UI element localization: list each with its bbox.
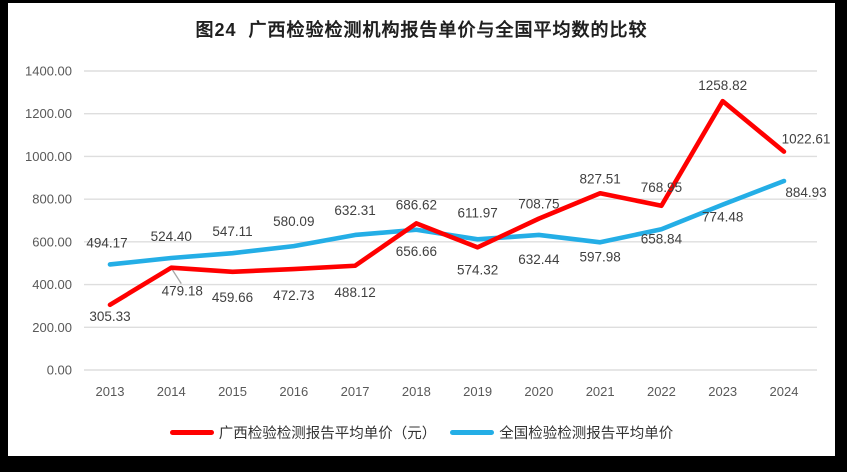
data-label: 611.97 [457, 205, 497, 220]
data-label: 884.93 [785, 185, 826, 200]
label-leader-line [171, 269, 182, 285]
x-axis-tick-label: 2019 [463, 384, 492, 399]
legend-label-national: 全国检验检测报告平均单价 [499, 426, 674, 442]
legend-label-guangxi: 广西检验检测报告平均单价（元） [218, 426, 437, 442]
data-label: 479.18 [162, 284, 203, 299]
x-axis-tick-label: 2013 [96, 384, 125, 399]
legend-item-guangxi: 广西检验检测报告平均单价（元） [169, 422, 437, 443]
data-label: 768.95 [641, 180, 682, 195]
data-label: 632.31 [334, 203, 375, 218]
data-label: 632.44 [518, 252, 560, 267]
y-axis-tick-label: 1400.00 [25, 64, 72, 79]
data-label: 574.32 [457, 262, 498, 277]
x-axis-tick-label: 2020 [524, 384, 553, 399]
data-label: 774.48 [702, 210, 743, 225]
data-label: 658.84 [641, 231, 683, 246]
x-axis-tick-label: 2021 [586, 384, 615, 399]
y-axis-tick-label: 200.00 [32, 320, 72, 335]
series-line-national [107, 178, 787, 267]
data-label: 472.73 [273, 288, 314, 303]
data-label: 597.98 [580, 249, 621, 264]
data-label: 827.51 [580, 171, 621, 186]
y-axis-tick-label: 600.00 [32, 234, 72, 249]
data-label: 494.17 [86, 235, 127, 250]
data-label: 547.11 [212, 224, 252, 239]
y-axis-tick-label: 1000.00 [25, 149, 72, 164]
x-axis-tick-label: 2016 [279, 384, 308, 399]
y-axis-tick-label: 800.00 [32, 192, 72, 207]
line-chart: 0.00 200.00 400.00 600.00 800.00 1000.00 1200.… [25, 64, 831, 400]
x-axis-tick-label: 2017 [341, 384, 370, 399]
legend: 广西检验检测报告平均单价（元） 全国检验检测报告平均单价 [8, 422, 835, 443]
legend-line-swatch-blue [450, 430, 495, 435]
data-label: 459.66 [212, 290, 253, 305]
x-axis-tick-label: 2014 [157, 384, 186, 399]
data-label: 1022.61 [782, 132, 831, 147]
x-axis-tick-label: 2022 [647, 384, 676, 399]
legend-line-swatch-red [169, 430, 214, 435]
data-label: 488.12 [334, 285, 375, 300]
x-axis-tick-label: 2023 [708, 384, 737, 399]
data-label: 708.75 [518, 197, 559, 212]
data-label: 524.40 [151, 229, 192, 244]
chart-canvas: 图24 广西检验检测机构报告单价与全国平均数的比较 0.00 200.00 400.… [8, 3, 835, 456]
legend-item-national: 全国检验检测报告平均单价 [450, 422, 673, 443]
y-axis-tick-label: 1200.00 [25, 106, 72, 121]
series-line-guangxi [107, 98, 787, 308]
data-label: 686.62 [396, 197, 437, 212]
data-label: 656.66 [396, 244, 437, 259]
data-label: 580.09 [273, 214, 314, 229]
chart-title: 图24 广西检验检测机构报告单价与全国平均数的比较 [195, 20, 648, 40]
y-axis-tick-label: 0.00 [47, 363, 72, 378]
data-label: 1258.82 [698, 78, 747, 93]
x-axis-tick-label: 2018 [402, 384, 431, 399]
y-axis-tick-label: 400.00 [32, 277, 72, 292]
x-axis-tick-label: 2024 [770, 384, 799, 399]
x-axis-tick-label: 2015 [218, 384, 247, 399]
data-label: 305.33 [89, 309, 130, 324]
